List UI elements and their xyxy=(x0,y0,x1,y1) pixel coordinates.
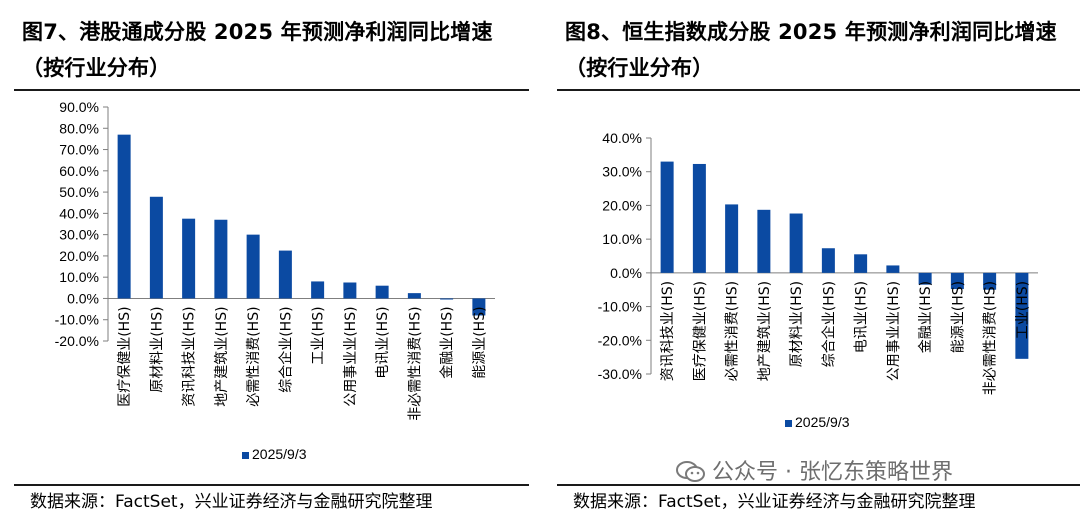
y-tick-label: 70.0% xyxy=(59,142,99,158)
bar-3 xyxy=(182,218,196,299)
bar-10 xyxy=(407,293,421,299)
category-label: 原材料业(HS) xyxy=(149,306,165,392)
bar-6 xyxy=(821,248,835,273)
bar-12 xyxy=(1015,272,1029,359)
category-label: 医疗保健业(HS) xyxy=(117,306,133,406)
account-watermark: 公众号 · 张忆东策略世界 xyxy=(676,458,953,488)
chart-title-right: 图8、恒生指数成分股 2025 年预测净利润同比增速（按行业分布） xyxy=(565,20,1057,80)
category-label: 必需性消费(HS) xyxy=(246,306,262,406)
bar-1 xyxy=(660,161,674,273)
source-rule-right xyxy=(557,484,1080,486)
y-tick-label: 90.0% xyxy=(59,99,99,115)
bar-9 xyxy=(375,285,389,299)
bar-8 xyxy=(886,265,900,273)
bar-3 xyxy=(725,204,739,273)
chart-panel-left: 图7、港股通成分股 2025 年预测净利润同比增速（按行业分布） -20.0% -… xyxy=(0,20,543,512)
y-tick-label: -20.0% xyxy=(55,333,99,349)
bar-chart-left: -20.0% -10.0% 0.0% 10.0% 20.0% 30.0% 40.0% 50.0… xyxy=(0,92,543,482)
source-rule-left xyxy=(14,484,529,486)
category-label: 医疗保健业(HS) xyxy=(692,281,708,381)
category-label: 非必需性消费(HS) xyxy=(983,281,999,395)
bar-2 xyxy=(149,196,163,299)
chart-panel-right: 图8、恒生指数成分股 2025 年预测净利润同比增速（按行业分布） -30.0%… xyxy=(543,0,1086,522)
y-tick-label: 80.0% xyxy=(59,120,99,136)
title-rule-left xyxy=(14,89,529,91)
bar-11 xyxy=(983,272,997,290)
category-label: 必需性消费(HS) xyxy=(725,281,741,381)
legend-swatch xyxy=(242,452,249,459)
category-label: 工业(HS) xyxy=(1015,281,1031,339)
category-label: 综合企业(HS) xyxy=(820,281,837,367)
source-note-left: 数据来源：FactSet，兴业证券经济与金融研究院整理 xyxy=(30,492,433,512)
y-tick-label: 50.0% xyxy=(59,184,99,200)
y-tick-label: -30.0% xyxy=(598,366,642,382)
bar-4 xyxy=(757,209,771,273)
category-label: 资讯科技业(HS) xyxy=(182,306,198,406)
watermark-text: 公众号 · 张忆东策略世界 xyxy=(712,460,953,485)
category-label: 公用事业业(HS) xyxy=(343,306,359,406)
category-label: 综合企业(HS) xyxy=(277,306,294,392)
y-tick-label: 0.0% xyxy=(67,290,99,306)
chart-title-left: 图7、港股通成分股 2025 年预测净利润同比增速（按行业分布） xyxy=(22,20,493,80)
legend-label: 2025/9/3 xyxy=(795,414,850,430)
y-tick-label: 40.0% xyxy=(602,130,642,146)
y-tick-label: 30.0% xyxy=(59,227,99,243)
category-label: 电讯业(HS) xyxy=(854,281,870,353)
bar-11 xyxy=(440,298,454,300)
category-label: 原材料业(HS) xyxy=(789,281,805,367)
category-label: 资讯科技业(HS) xyxy=(660,281,676,381)
category-label: 金融业(HS) xyxy=(440,306,456,378)
y-tick-label: 40.0% xyxy=(59,205,99,221)
bar-7 xyxy=(311,281,325,299)
category-label: 非必需性消费(HS) xyxy=(407,306,423,420)
category-label: 能源业(HS) xyxy=(472,306,488,378)
source-note-right: 数据来源：FactSet，兴业证券经济与金融研究院整理 xyxy=(573,492,976,512)
bar-chart-right-svg: -30.0% -20.0% -10.0% 0.0% 10.0% 20.0% 30.0% 40.… xyxy=(598,130,1038,430)
legend-swatch xyxy=(785,420,792,427)
category-label: 工业(HS) xyxy=(311,306,327,364)
y-tick-label: 10.0% xyxy=(59,269,99,285)
y-tick-label: -10.0% xyxy=(598,299,642,315)
y-tick-label: -20.0% xyxy=(598,332,642,348)
y-tick-label: 20.0% xyxy=(59,248,99,264)
bar-10 xyxy=(950,272,964,290)
wechat-icon xyxy=(676,460,706,484)
bar-1 xyxy=(117,134,131,299)
y-tick-label: -10.0% xyxy=(55,312,99,328)
y-tick-label: 20.0% xyxy=(602,197,642,213)
bar-chart-left-svg: -20.0% -10.0% 0.0% 10.0% 20.0% 30.0% 40.0% 50.0… xyxy=(55,99,495,462)
bar-chart-right: -30.0% -20.0% -10.0% 0.0% 10.0% 20.0% 30.0% 40.… xyxy=(543,92,1086,482)
category-label: 金融业(HS) xyxy=(918,281,934,353)
title-rule-right xyxy=(557,89,1080,91)
bar-12 xyxy=(472,298,486,316)
bar-8 xyxy=(343,282,357,299)
bar-9 xyxy=(918,272,932,285)
bar-5 xyxy=(246,234,260,299)
category-label: 能源业(HS) xyxy=(950,281,966,353)
y-tick-label: 0.0% xyxy=(610,265,642,281)
legend-label: 2025/9/3 xyxy=(252,446,307,462)
y-tick-label: 30.0% xyxy=(602,164,642,180)
category-label: 地产建筑业(HS) xyxy=(214,306,230,406)
bar-4 xyxy=(214,219,228,299)
bar-6 xyxy=(278,250,292,299)
bar-5 xyxy=(789,213,803,273)
category-label: 地产建筑业(HS) xyxy=(757,281,773,381)
category-label: 公用事业业(HS) xyxy=(886,281,902,381)
y-tick-label: 60.0% xyxy=(59,163,99,179)
y-tick-label: 10.0% xyxy=(602,231,642,247)
bar-7 xyxy=(854,254,868,273)
bar-2 xyxy=(692,163,706,273)
category-label: 电讯业(HS) xyxy=(375,306,391,378)
